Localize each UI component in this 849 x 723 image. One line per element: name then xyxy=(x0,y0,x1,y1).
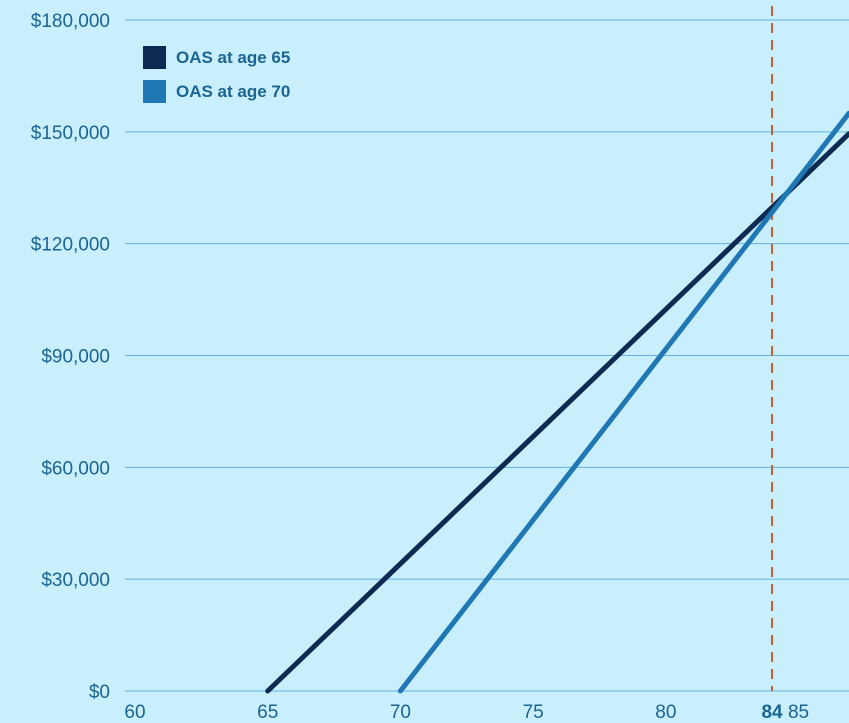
x-axis-ticks: 60 65 70 75 80 85 xyxy=(124,702,809,723)
y-tick-label: $0 xyxy=(89,682,110,703)
y-tick-label: $180,000 xyxy=(31,11,110,32)
reference-line-label: 84 xyxy=(761,702,783,723)
x-tick-label: 60 xyxy=(124,702,145,723)
legend: OAS at age 65 OAS at age 70 xyxy=(143,46,290,103)
reference-line-group: 84 xyxy=(761,6,783,723)
y-tick-label: $60,000 xyxy=(41,458,110,479)
y-axis-ticks: $0 $30,000 $60,000 $90,000 $120,000 $150,000 $… xyxy=(31,11,110,703)
y-tick-label: $150,000 xyxy=(31,123,110,144)
legend-swatch xyxy=(143,80,166,103)
x-tick-label: 85 xyxy=(788,702,809,723)
x-tick-label: 70 xyxy=(390,702,411,723)
x-tick-label: 65 xyxy=(257,702,278,723)
grid-lines xyxy=(125,19,849,692)
series-line xyxy=(265,131,849,694)
y-tick-label: $120,000 xyxy=(31,235,110,256)
series-group xyxy=(265,110,849,694)
x-tick-label: 75 xyxy=(523,702,544,723)
legend-swatch xyxy=(143,46,166,69)
legend-label: OAS at age 65 xyxy=(176,48,290,67)
series-line xyxy=(397,110,849,694)
legend-label: OAS at age 70 xyxy=(176,82,290,101)
y-tick-label: $90,000 xyxy=(41,347,110,368)
x-tick-label: 80 xyxy=(655,702,676,723)
y-tick-label: $30,000 xyxy=(41,570,110,591)
